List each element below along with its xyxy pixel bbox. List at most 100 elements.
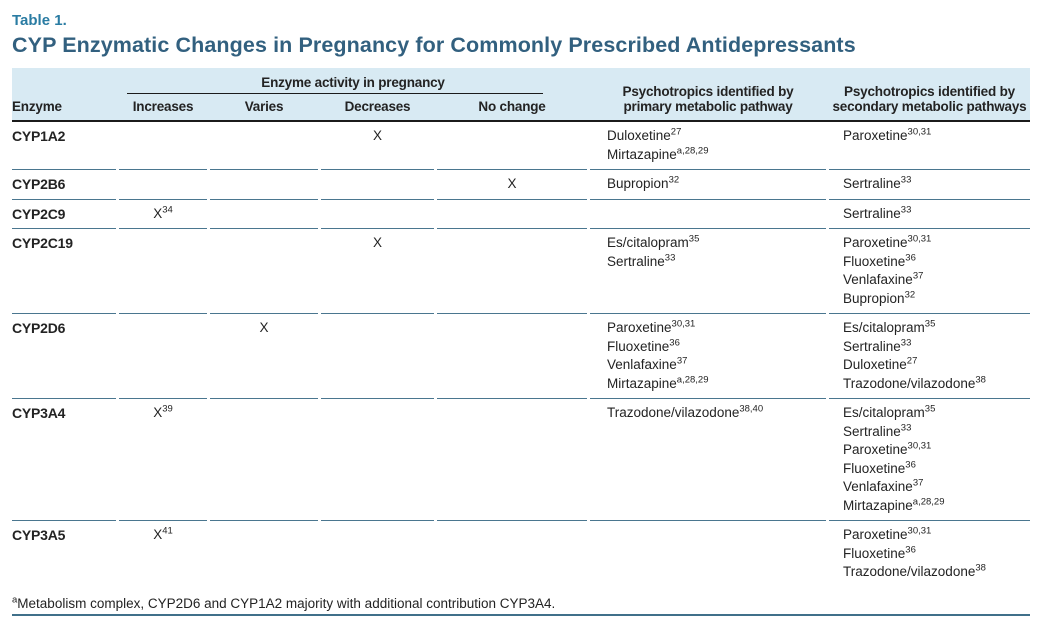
table-row-cyp2c19: CYP2C19 X Es/citalopram35 Sertraline33 Parox… bbox=[12, 229, 1030, 314]
activity-mark-cell-decreases bbox=[321, 314, 434, 399]
activity-columns-row: Increases Varies Decreases No change bbox=[119, 94, 587, 114]
enzyme-cell: CYP2C19 bbox=[12, 229, 116, 314]
activity-mark-cell-increases bbox=[119, 229, 207, 314]
enzyme-cell: CYP2B6 bbox=[12, 170, 116, 200]
drug-entry: Bupropion32 bbox=[607, 174, 680, 191]
activity-mark-cell-varies bbox=[210, 229, 318, 314]
column-header-primary-line1: Psychotropics identified by bbox=[622, 84, 794, 99]
drug-entry: Trazodone/vilazodone38 bbox=[843, 562, 986, 579]
drug-entry: Fluoxetine36 bbox=[607, 337, 680, 354]
primary-drugs-cell: Es/citalopram35 Sertraline33 bbox=[590, 229, 826, 314]
column-header-enzyme: Enzyme bbox=[12, 68, 116, 120]
drug-entry: Paroxetine30,31 bbox=[607, 318, 696, 335]
drug-entry: Sertraline33 bbox=[607, 252, 676, 269]
drug-entry: Sertraline33 bbox=[843, 337, 912, 354]
activity-mark-cell-varies: X bbox=[210, 314, 318, 399]
table-footnote: aMetabolism complex, CYP2D6 and CYP1A2 m… bbox=[12, 594, 1030, 611]
activity-mark-cell-varies bbox=[210, 200, 318, 229]
drug-entry: Sertraline33 bbox=[843, 422, 912, 439]
drug-entry: Es/citalopram35 bbox=[607, 233, 700, 250]
activity-mark-cell-decreases bbox=[321, 521, 434, 587]
primary-drugs-cell: Bupropion32 bbox=[590, 170, 826, 200]
column-header-enzyme-label: Enzyme bbox=[12, 99, 62, 114]
enzyme-cell: CYP1A2 bbox=[12, 122, 116, 170]
table-title: CYP Enzymatic Changes in Pregnancy for C… bbox=[12, 33, 856, 57]
activity-mark-cell-decreases bbox=[321, 200, 434, 229]
activity-mark-cell-increases bbox=[119, 122, 207, 170]
activity-mark-cell-increases: X39 bbox=[119, 399, 207, 521]
activity-mark-cell-decreases bbox=[321, 170, 434, 200]
drug-entry: Duloxetine27 bbox=[607, 126, 682, 143]
activity-mark-cell-decreases: X bbox=[321, 229, 434, 314]
secondary-drugs-cell: Paroxetine30,31 bbox=[829, 122, 1030, 170]
column-header-secondary-line1: Psychotropics identified by bbox=[844, 84, 1015, 99]
column-header-primary-pathway: Psychotropics identified by primary meta… bbox=[590, 68, 826, 120]
column-header-secondary-line2: secondary metabolic pathways bbox=[832, 99, 1027, 114]
activity-mark-cell-decreases bbox=[321, 399, 434, 521]
activity-mark-cell-no-change bbox=[437, 122, 587, 170]
activity-mark-cell-no-change bbox=[437, 229, 587, 314]
footnote-marker: a bbox=[12, 594, 18, 605]
primary-drugs-cell: Paroxetine30,31 Fluoxetine36 Venlafaxine37… bbox=[590, 314, 826, 399]
activity-group-header: Enzyme activity in pregnancy Increases Va… bbox=[119, 68, 587, 120]
activity-mark-cell-no-change bbox=[437, 521, 587, 587]
drug-entry: Es/citalopram35 bbox=[843, 403, 936, 420]
secondary-drugs-cell: Sertraline33 bbox=[829, 170, 1030, 200]
drug-entry: Trazodone/vilazodone38,40 bbox=[607, 403, 764, 420]
drug-entry: Duloxetine27 bbox=[843, 355, 918, 372]
activity-group-label: Enzyme activity in pregnancy bbox=[261, 75, 445, 90]
secondary-drugs-cell: Sertraline33 bbox=[829, 200, 1030, 229]
secondary-drugs-cell: Paroxetine30,31 Fluoxetine36 Trazodone/vil… bbox=[829, 521, 1030, 587]
drug-entry: Bupropion32 bbox=[843, 289, 916, 306]
drug-entry: Fluoxetine36 bbox=[843, 544, 916, 561]
drug-entry: Venlafaxine37 bbox=[607, 355, 688, 372]
drug-entry: Mirtazapinea,28,29 bbox=[607, 374, 709, 391]
activity-mark-cell-increases bbox=[119, 170, 207, 200]
table-row-cyp2d6: CYP2D6 X Paroxetine30,31 Fluoxetine36 Venlaf… bbox=[12, 314, 1030, 399]
column-header-secondary-pathway: Psychotropics identified by secondary me… bbox=[829, 68, 1030, 120]
enzyme-cell: CYP2C9 bbox=[12, 200, 116, 229]
activity-mark-cell-varies bbox=[210, 521, 318, 587]
activity-group-underline bbox=[127, 93, 543, 94]
drug-entry: Venlafaxine37 bbox=[843, 270, 924, 287]
enzyme-cell: CYP3A5 bbox=[12, 527, 66, 543]
activity-mark-cell-increases: X34 bbox=[119, 200, 207, 229]
drug-entry: Mirtazapinea,28,29 bbox=[607, 145, 709, 162]
column-header-varies: Varies bbox=[244, 99, 284, 114]
activity-mark-cell-increases: X41 bbox=[153, 525, 173, 542]
drug-entry: Sertraline33 bbox=[843, 174, 912, 191]
enzyme-cell: CYP3A4 bbox=[12, 399, 116, 521]
activity-mark-cell-varies bbox=[210, 399, 318, 521]
table-row-cyp2b6: CYP2B6 X Bupropion32 Sertraline33 bbox=[12, 170, 1030, 200]
drug-entry: Paroxetine30,31 bbox=[843, 440, 932, 457]
primary-drugs-cell bbox=[590, 200, 826, 229]
table-label: Table 1. bbox=[12, 12, 67, 29]
secondary-drugs-cell: Es/citalopram35 Sertraline33 Duloxetine27 T… bbox=[829, 314, 1030, 399]
activity-mark-cell-no-change bbox=[437, 399, 587, 521]
activity-mark-cell-no-change bbox=[437, 314, 587, 399]
column-header-increases: Increases bbox=[132, 99, 194, 114]
drug-entry: Mirtazapinea,28,29 bbox=[843, 496, 945, 513]
secondary-drugs-cell: Es/citalopram35 Sertraline33 Paroxetine30,… bbox=[829, 399, 1030, 521]
column-header-no-change: No change bbox=[478, 99, 546, 114]
table-header: Enzyme Enzyme activity in pregnancy Incr… bbox=[12, 68, 1030, 122]
column-header-decreases: Decreases bbox=[344, 99, 411, 114]
drug-entry: Trazodone/vilazodone38 bbox=[843, 374, 986, 391]
table-row-cyp3a5: CYP3A5 X41 Paroxetine30,31 Fluoxetine36 Traz… bbox=[12, 521, 1030, 587]
drug-entry: Paroxetine30,31 bbox=[843, 525, 932, 542]
table-body: CYP1A2 X Duloxetine27 Mirtazapinea,28,29 Par… bbox=[12, 122, 1030, 587]
table-figure: Table 1. CYP Enzymatic Changes in Pregna… bbox=[12, 12, 1030, 616]
drug-entry: Fluoxetine36 bbox=[843, 252, 916, 269]
table-row-cyp2c9: CYP2C9 X34 Sertraline33 bbox=[12, 200, 1030, 229]
activity-mark-cell-decreases: X bbox=[321, 122, 434, 170]
table-row-cyp1a2: CYP1A2 X Duloxetine27 Mirtazapinea,28,29 Par… bbox=[12, 122, 1030, 170]
drug-entry: Venlafaxine37 bbox=[843, 477, 924, 494]
enzyme-cell: CYP2D6 bbox=[12, 314, 116, 399]
primary-drugs-cell: Duloxetine27 Mirtazapinea,28,29 bbox=[590, 122, 826, 170]
drug-entry: Paroxetine30,31 bbox=[843, 126, 932, 143]
drug-entry: Es/citalopram35 bbox=[843, 318, 936, 335]
table-bottom-rule bbox=[12, 613, 1030, 616]
primary-drugs-cell bbox=[590, 521, 826, 587]
activity-mark-cell-no-change: X bbox=[437, 170, 587, 200]
footnote-text: Metabolism complex, CYP2D6 and CYP1A2 ma… bbox=[17, 595, 556, 611]
